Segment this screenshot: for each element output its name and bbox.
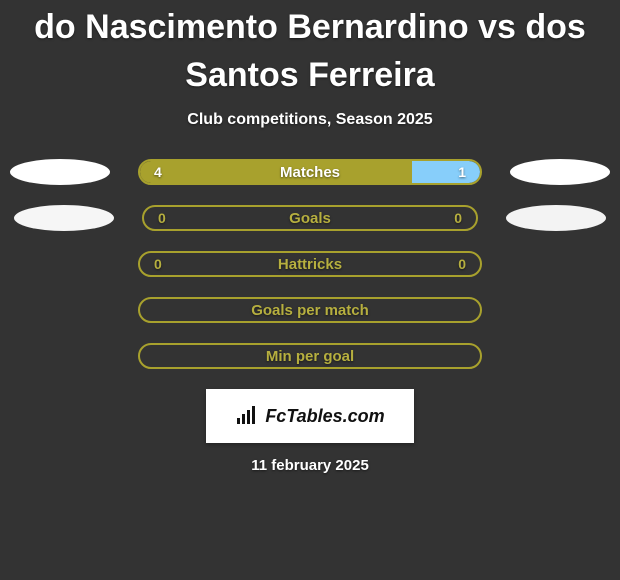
club-badge-right (510, 159, 610, 185)
stat-bar: 00Goals (142, 205, 478, 231)
logo-text: FcTables.com (265, 406, 384, 427)
stat-row: Goals per match (0, 297, 620, 323)
stat-label: Min per goal (140, 348, 480, 365)
stat-label: Hattricks (140, 256, 480, 273)
subtitle: Club competitions, Season 2025 (0, 107, 620, 159)
club-badge-right (506, 205, 606, 231)
stat-bar: 41Matches (138, 159, 482, 185)
club-badge-left (14, 205, 114, 231)
stat-bar: 00Hattricks (138, 251, 482, 277)
bar-chart-icon (235, 406, 259, 426)
stat-row: 41Matches (0, 159, 620, 185)
comparison-card: do Nascimento Bernardino vs dos Santos F… (0, 0, 620, 474)
stat-row: 00Hattricks (0, 251, 620, 277)
stat-label: Matches (140, 164, 480, 181)
stats-list: 41Matches 00Goals 00Hattricks Goals per mat… (0, 159, 620, 369)
stat-label: Goals per match (140, 302, 480, 319)
stat-bar: Min per goal (138, 343, 482, 369)
stat-row: 00Goals (0, 205, 620, 231)
date-label: 11 february 2025 (0, 457, 620, 474)
stat-label: Goals (144, 210, 476, 227)
stat-row: Min per goal (0, 343, 620, 369)
page-title: do Nascimento Bernardino vs dos Santos F… (0, 0, 620, 107)
stat-bar: Goals per match (138, 297, 482, 323)
club-badge-left (10, 159, 110, 185)
logo-card[interactable]: FcTables.com (206, 389, 414, 443)
